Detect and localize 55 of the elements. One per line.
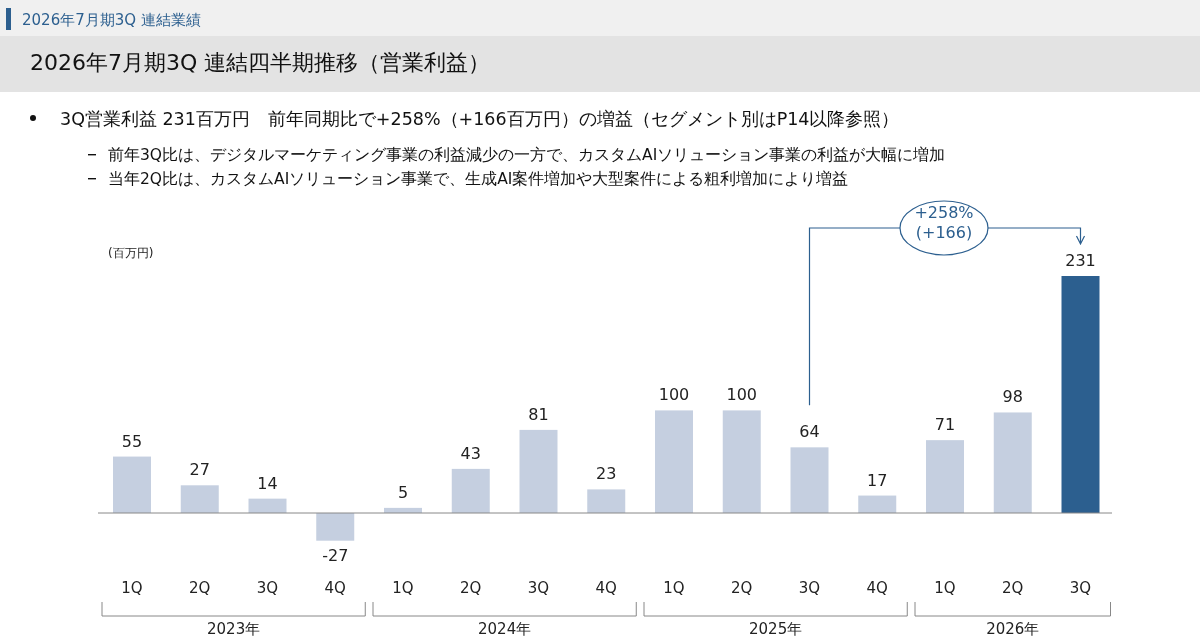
bar bbox=[451, 468, 490, 513]
text: 3Q営業利益 231百万円 前年同期比で+258%（+166百万円）の増益（セグメント別はP14以降参照） bbox=[60, 109, 900, 129]
text: 2025年 bbox=[749, 620, 803, 638]
data-label: 231 bbox=[1065, 251, 1096, 270]
x-tick-label: 4Q bbox=[595, 579, 617, 597]
data-label: 23 bbox=[596, 464, 617, 484]
x-tick-label: 1Q bbox=[934, 579, 956, 597]
x-tick-label: 2Q bbox=[189, 579, 211, 597]
data-label: 55 bbox=[121, 431, 143, 451]
bar bbox=[926, 440, 964, 513]
text: +258% (+166) bbox=[914, 203, 974, 242]
data-label: 27 bbox=[189, 460, 210, 480]
x-tick-label: 2Q bbox=[731, 579, 753, 597]
x-tick-label: 2Q bbox=[1002, 579, 1024, 597]
x-tick-label: 3Q bbox=[527, 579, 550, 597]
text: 2026年 bbox=[986, 620, 1040, 638]
bar bbox=[790, 447, 829, 513]
x-tick-label: 2Q bbox=[460, 579, 482, 597]
data-label: 17 bbox=[867, 470, 888, 490]
bar bbox=[113, 456, 151, 513]
bar bbox=[858, 495, 897, 513]
x-tick-label: 3Q bbox=[1069, 579, 1092, 597]
data-label: 14 bbox=[257, 473, 278, 493]
bar bbox=[993, 412, 1032, 513]
data-label: 100 bbox=[658, 385, 690, 405]
data-label: 64 bbox=[799, 422, 820, 442]
x-tick-label: 4Q bbox=[324, 579, 346, 597]
x-tick-label: 1Q bbox=[392, 579, 414, 597]
x-tick-label: 3Q bbox=[798, 579, 821, 597]
x-tick-label: 1Q bbox=[663, 579, 685, 597]
chart-subtitle: 2026年7月期3Q 連結業績 bbox=[22, 11, 201, 29]
bar bbox=[519, 429, 558, 513]
text: 2024年 bbox=[478, 620, 532, 638]
data-label: 100 bbox=[726, 385, 758, 405]
x-tick-label: 4Q bbox=[866, 579, 888, 597]
x-tick-label: 1Q bbox=[121, 579, 143, 597]
data-label: 5 bbox=[397, 482, 409, 502]
data-label: 71 bbox=[934, 415, 956, 435]
bar bbox=[722, 410, 761, 513]
bar bbox=[316, 513, 355, 541]
bar bbox=[248, 498, 287, 513]
chart-title: 2026年7月期3Q 連結四半期推移（営業利益） bbox=[30, 50, 491, 75]
data-label: 98 bbox=[1002, 387, 1023, 407]
y-axis-title: (百万円) bbox=[108, 246, 154, 260]
bar bbox=[655, 410, 693, 513]
data-label: 43 bbox=[460, 443, 481, 463]
bar bbox=[180, 485, 219, 513]
bar bbox=[587, 489, 626, 513]
data-label: 81 bbox=[528, 404, 549, 424]
bar bbox=[1061, 276, 1100, 513]
text: 当年2Q比は、カスタムAIソリューション事業で、生成AI案件増加や大型案件による粗利増加により増益 bbox=[108, 170, 849, 188]
text: 前年3Q比は、デジタルマーケティング事業の利益減少の一方で、カスタムAIソリューション事業の利益が大幅に増加 bbox=[108, 146, 946, 164]
text: 2023年 bbox=[207, 620, 261, 638]
x-tick-label: 3Q bbox=[256, 579, 279, 597]
data-label: -27 bbox=[322, 545, 349, 565]
